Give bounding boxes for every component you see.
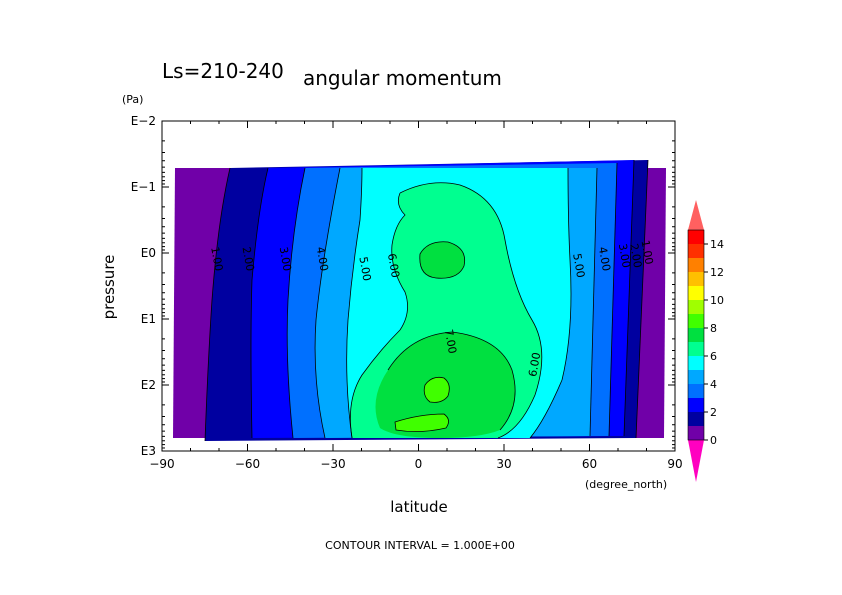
contour-label: 1.00 xyxy=(208,246,225,272)
colorbar-swatch xyxy=(688,328,704,342)
contour-line xyxy=(419,241,466,279)
contour-label: 2.00 xyxy=(627,242,644,268)
x-tick-label: −90 xyxy=(149,457,174,471)
x-unit-label: (degree_north) xyxy=(585,478,667,491)
colorbar-swatch xyxy=(688,426,704,440)
colorbar-swatch xyxy=(688,286,704,300)
colorbar-swatch xyxy=(688,356,704,370)
contour-label: 3.00 xyxy=(277,246,294,272)
y-unit-label: (Pa) xyxy=(122,93,143,106)
y-axis-label: pressure xyxy=(100,255,118,320)
filled-contours xyxy=(173,160,666,441)
x-tick-label: 0 xyxy=(415,457,423,471)
x-tick-label: −60 xyxy=(235,457,260,471)
contour-line xyxy=(635,159,649,439)
colorbar-tick-label: 8 xyxy=(710,322,717,335)
colorbar-tick-label: 0 xyxy=(710,434,717,447)
contour-line xyxy=(423,376,450,403)
colorbar-tick-label: 4 xyxy=(710,378,717,391)
contour-label: 3.00 xyxy=(616,242,633,268)
contour-label: 1.00 xyxy=(639,239,656,265)
contour-line xyxy=(387,331,516,431)
contour-line xyxy=(399,182,543,439)
contour-interval-note: CONTOUR INTERVAL = 1.000E+00 xyxy=(325,539,515,552)
x-axis-label: latitude xyxy=(390,498,448,516)
contour-label: 6.00 xyxy=(385,252,402,278)
y-tick-label: E−1 xyxy=(131,180,156,194)
colorbar-swatch xyxy=(688,342,704,356)
x-tick-label: 60 xyxy=(582,457,597,471)
x-tick-label: 90 xyxy=(667,457,682,471)
colorbar-tick-label: 6 xyxy=(710,350,717,363)
colorbar-frame xyxy=(687,229,705,441)
contour-label: 5.00 xyxy=(356,256,373,282)
colorbar-swatch xyxy=(688,272,704,286)
contour-line xyxy=(394,413,449,432)
colorbar-swatch xyxy=(688,244,704,258)
contour-line xyxy=(250,167,269,439)
contour-labels: 1.00 2.00 3.00 4.00 5.00 6.007.006.005.00 4.00… xyxy=(208,239,655,378)
x-tick-label: 30 xyxy=(496,457,511,471)
colorbar-swatch xyxy=(688,370,704,384)
colorbar-tick-label: 2 xyxy=(710,406,717,419)
x-tick-label: −30 xyxy=(320,457,345,471)
colorbar-swatch xyxy=(688,230,704,244)
y-axis: E−2 E−1 E0 E1 E2 E3 xyxy=(131,114,675,458)
period-label: Ls=210-240 xyxy=(162,59,284,83)
colorbar-swatch xyxy=(688,300,704,314)
contour-line xyxy=(204,167,231,442)
colorbar-swatch xyxy=(688,314,704,328)
y-tick-label: E2 xyxy=(141,378,156,392)
contour-label: 4.00 xyxy=(596,246,613,272)
contour-line xyxy=(314,167,341,439)
band-7-8-upper xyxy=(419,241,465,279)
contour-line xyxy=(608,162,618,437)
contour-label: 7.00 xyxy=(442,328,459,354)
contour-line xyxy=(589,167,598,437)
colorbar-swatch xyxy=(688,384,704,398)
x-axis: −90 −60 −30 0 30 60 90 xyxy=(149,121,683,471)
contour-line xyxy=(350,192,408,439)
contour-label: 4.00 xyxy=(314,246,331,272)
plot-area: 1.00 2.00 3.00 4.00 5.00 6.007.006.005.00 4.00… xyxy=(131,114,683,471)
contour-line xyxy=(286,167,306,439)
chart-title: angular momentum xyxy=(303,66,502,90)
colorbar-swatch xyxy=(688,258,704,272)
y-tick-label: E0 xyxy=(141,246,156,260)
colorbar: 0 2 4 6 8 10 12 14 xyxy=(687,200,724,482)
y-tick-label: E1 xyxy=(141,312,156,326)
contour-label: 5.00 xyxy=(570,252,587,278)
colorbar-tick-label: 10 xyxy=(710,294,724,307)
band-8-9-a xyxy=(424,377,450,403)
contour-line xyxy=(346,167,363,439)
contour-line xyxy=(623,159,635,437)
contour-line xyxy=(529,167,572,439)
colorbar-over-arrow xyxy=(688,200,704,230)
y-tick-label: E3 xyxy=(141,444,156,458)
colorbar-under-arrow xyxy=(688,440,704,482)
colorbar-tick-label: 14 xyxy=(710,238,724,251)
colorbar-swatch xyxy=(688,412,704,426)
colorbar-tick-label: 12 xyxy=(710,266,724,279)
y-tick-label: E−2 xyxy=(131,114,156,128)
contour-lines xyxy=(204,159,649,442)
contour-label: 6.00 xyxy=(526,351,543,377)
colorbar-swatch xyxy=(688,398,704,412)
contour-label: 2.00 xyxy=(240,246,257,272)
